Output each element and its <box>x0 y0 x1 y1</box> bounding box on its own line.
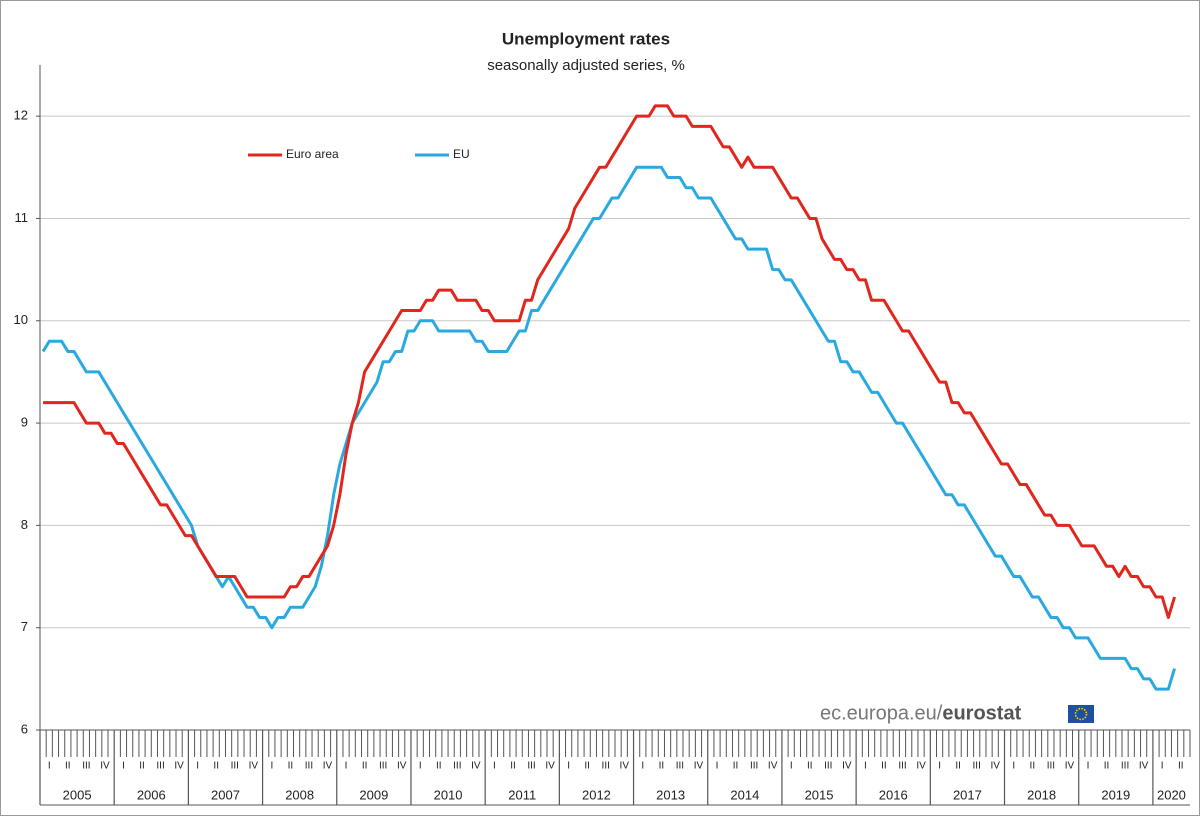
year-label: 2009 <box>359 787 388 802</box>
y-tick-label: 11 <box>15 210 29 225</box>
quarter-label: I <box>1012 761 1015 772</box>
year-label: 2015 <box>805 787 834 802</box>
y-tick-label: 6 <box>21 721 28 736</box>
quarter-label: I <box>567 761 570 772</box>
quarter-label: III <box>750 761 758 772</box>
quarter-label: III <box>1121 761 1129 772</box>
quarter-label: I <box>641 761 644 772</box>
y-tick-label: 8 <box>21 517 28 532</box>
quarter-label: II <box>659 761 665 772</box>
quarter-label: IV <box>842 761 852 772</box>
quarter-label: IV <box>991 761 1001 772</box>
year-label: 2010 <box>434 787 463 802</box>
quarter-label: IV <box>768 761 778 772</box>
quarter-label: I <box>716 761 719 772</box>
chart-subtitle: seasonally adjusted series, % <box>487 57 685 74</box>
quarter-label: IV <box>471 761 481 772</box>
quarter-label: III <box>82 761 90 772</box>
quarter-label: II <box>436 761 442 772</box>
quarter-label: IV <box>397 761 407 772</box>
quarter-label: I <box>196 761 199 772</box>
year-label: 2014 <box>730 787 759 802</box>
quarter-label: III <box>973 761 981 772</box>
year-label: 2011 <box>508 787 536 802</box>
quarter-label: I <box>1087 761 1090 772</box>
quarter-label: I <box>938 761 941 772</box>
quarter-label: IV <box>249 761 259 772</box>
quarter-label: IV <box>1139 761 1149 772</box>
quarter-label: IV <box>323 761 333 772</box>
quarter-label: II <box>288 761 294 772</box>
quarter-label: I <box>419 761 422 772</box>
quarter-label: III <box>231 761 239 772</box>
series-line <box>43 104 1176 619</box>
y-tick-label: 12 <box>14 108 28 123</box>
quarter-label: II <box>1030 761 1036 772</box>
quarter-label: II <box>584 761 590 772</box>
quarter-label: I <box>1161 761 1164 772</box>
quarter-label: I <box>790 761 793 772</box>
quarter-label: I <box>48 761 51 772</box>
source-site: ec.europa.eu/ <box>820 702 943 724</box>
quarter-label: III <box>602 761 610 772</box>
source: ec.europa.eu/ eurostat <box>820 702 1094 724</box>
quarter-label: II <box>955 761 961 772</box>
year-label: 2019 <box>1101 787 1130 802</box>
quarter-label: I <box>864 761 867 772</box>
year-label: 2018 <box>1027 787 1056 802</box>
quarter-label: III <box>898 761 906 772</box>
quarter-label: IV <box>1065 761 1075 772</box>
quarter-label: III <box>453 761 461 772</box>
quarter-label: III <box>156 761 164 772</box>
quarter-label: II <box>1178 761 1184 772</box>
year-label: 2013 <box>656 787 685 802</box>
quarter-label: II <box>807 761 813 772</box>
year-label: 2012 <box>582 787 611 802</box>
year-label: 2005 <box>63 787 92 802</box>
year-label: 2006 <box>137 787 166 802</box>
quarter-label: IV <box>100 761 110 772</box>
year-label: 2017 <box>953 787 982 802</box>
y-tick-label: 7 <box>21 619 28 634</box>
quarter-label: II <box>881 761 887 772</box>
quarter-label: II <box>510 761 516 772</box>
quarter-label: I <box>345 761 348 772</box>
year-label: 2007 <box>211 787 240 802</box>
quarter-label: I <box>270 761 273 772</box>
quarter-label: III <box>305 761 313 772</box>
eu-stars <box>1074 707 1088 721</box>
quarter-label: III <box>824 761 832 772</box>
quarter-label: III <box>379 761 387 772</box>
quarter-label: II <box>1104 761 1110 772</box>
quarter-label: II <box>65 761 71 772</box>
quarter-label: II <box>733 761 739 772</box>
chart-title: Unemployment rates <box>502 29 670 48</box>
quarter-label: I <box>493 761 496 772</box>
year-label: 2020 <box>1157 787 1186 802</box>
quarter-label: IV <box>694 761 704 772</box>
quarter-label: III <box>676 761 684 772</box>
quarter-label: II <box>139 761 145 772</box>
quarter-label: IV <box>545 761 555 772</box>
year-label: 2008 <box>285 787 314 802</box>
legend-label: EU <box>453 147 470 161</box>
series-line <box>41 165 1176 691</box>
quarter-label: II <box>213 761 219 772</box>
eu-flag <box>1068 705 1094 723</box>
quarter-label: III <box>527 761 535 772</box>
quarter-label: IV <box>620 761 630 772</box>
quarter-label: IV <box>916 761 926 772</box>
quarter-label: IV <box>174 761 184 772</box>
quarter-label: II <box>362 761 368 772</box>
y-tick-label: 9 <box>21 415 28 430</box>
quarter-label: I <box>122 761 125 772</box>
source-brand: eurostat <box>942 702 1021 724</box>
legend-label: Euro area <box>286 147 339 161</box>
quarter-label: III <box>1047 761 1055 772</box>
year-label: 2016 <box>879 787 908 802</box>
y-tick-label: 10 <box>14 312 28 327</box>
